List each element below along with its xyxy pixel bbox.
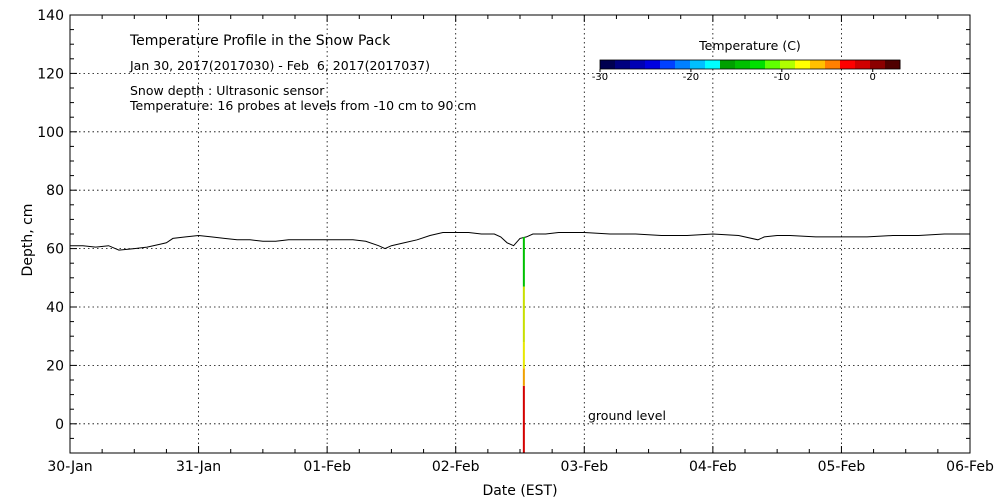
colorbar-swatch bbox=[840, 60, 856, 69]
axis-ticks: 30-Jan 31-Jan 01-Feb 02-Feb 03-Feb 04-Feb 05-F… bbox=[37, 8, 994, 475]
colorbar-frame bbox=[599, 59, 901, 70]
date-range: Jan 30, 2017(2017030) - Feb 6, 2017(2017… bbox=[129, 58, 430, 73]
colorbar-swatch bbox=[810, 60, 826, 69]
colorbar-swatch bbox=[660, 60, 676, 69]
colorbar-swatch bbox=[795, 60, 811, 69]
temperature-note: Temperature: 16 probes at levels from -1… bbox=[129, 98, 476, 113]
colorbar-swatch bbox=[645, 60, 661, 69]
colorbar-tick-label: -10 bbox=[774, 72, 790, 83]
ground-level-annotation: ground level bbox=[588, 408, 666, 423]
y-tick-label: 0 bbox=[55, 417, 64, 433]
colorbar-swatch bbox=[615, 60, 631, 69]
y-tick-label: 120 bbox=[37, 66, 64, 82]
colorbar-swatch bbox=[885, 60, 901, 69]
grid-lines bbox=[70, 15, 970, 453]
colorbar-swatch bbox=[735, 60, 751, 69]
y-tick-label: 100 bbox=[37, 125, 64, 141]
colorbar: Temperature (C) -30 -20 -10 0 bbox=[592, 38, 901, 83]
y-tick-label: 60 bbox=[46, 242, 64, 258]
colorbar-swatch bbox=[600, 60, 616, 69]
x-tick-label: 05-Feb bbox=[818, 459, 866, 475]
x-tick-label: 04-Feb bbox=[689, 459, 737, 475]
snow-depth-line bbox=[70, 232, 970, 251]
colorbar-swatch bbox=[855, 60, 871, 69]
snow-depth-note: Snow depth : Ultrasonic sensor bbox=[130, 83, 325, 98]
colorbar-swatch bbox=[780, 60, 796, 69]
colorbar-tick-label: -30 bbox=[592, 72, 608, 83]
x-axis-label: Date (EST) bbox=[482, 483, 557, 499]
colorbar-swatch bbox=[870, 60, 886, 69]
chart-title: Temperature Profile in the Snow Pack bbox=[129, 33, 391, 49]
y-axis-label: Depth, cm bbox=[20, 204, 36, 277]
colorbar-swatch bbox=[705, 60, 721, 69]
x-tick-label: 06-Feb bbox=[946, 459, 994, 475]
colorbar-label: Temperature (C) bbox=[698, 38, 801, 53]
y-tick-label: 40 bbox=[46, 300, 64, 316]
y-tick-label: 140 bbox=[37, 8, 64, 24]
y-tick-label: 20 bbox=[46, 358, 64, 374]
colorbar-swatch bbox=[690, 60, 706, 69]
x-tick-label: 03-Feb bbox=[560, 459, 608, 475]
x-tick-label: 01-Feb bbox=[303, 459, 351, 475]
colorbar-tick-label: -20 bbox=[683, 72, 699, 83]
colorbar-swatch bbox=[675, 60, 691, 69]
colorbar-tick-label: 0 bbox=[870, 72, 876, 83]
colorbar-swatch bbox=[765, 60, 781, 69]
colorbar-swatch bbox=[750, 60, 766, 69]
x-tick-label: 30-Jan bbox=[47, 459, 92, 475]
x-tick-label: 31-Jan bbox=[176, 459, 221, 475]
x-tick-label: 02-Feb bbox=[432, 459, 480, 475]
plot-frame bbox=[69, 14, 971, 454]
colorbar-swatch bbox=[825, 60, 841, 69]
y-tick-label: 80 bbox=[46, 183, 64, 199]
colorbar-swatch bbox=[720, 60, 736, 69]
colorbar-swatch bbox=[630, 60, 646, 69]
